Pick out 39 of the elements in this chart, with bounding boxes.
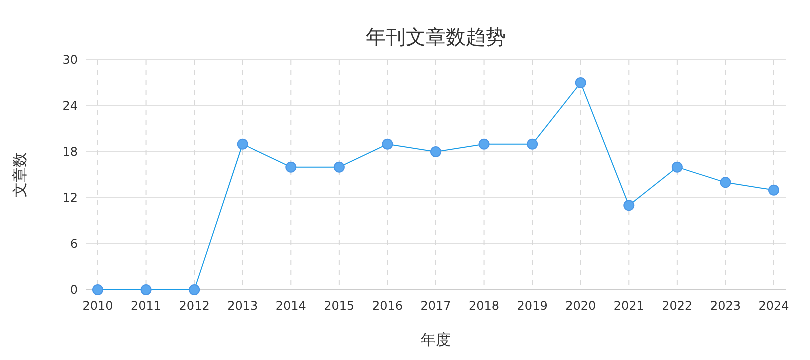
point [720, 177, 732, 188]
point [672, 162, 683, 173]
point [430, 146, 442, 158]
point [334, 162, 345, 173]
x-tick-label: 2010 [82, 299, 114, 313]
point [624, 200, 635, 212]
x-tick-label: 2020 [566, 299, 596, 313]
x-axis-title: 年度 [421, 331, 451, 349]
point [286, 162, 297, 173]
y-tick-label: 18 [62, 145, 78, 159]
y-tick-label: 12 [62, 191, 78, 205]
chart-title: 年刊文章数趋势 [366, 25, 506, 49]
y-tick-label: 24 [62, 99, 78, 113]
x-tick-label: 2011 [131, 299, 162, 313]
y-tick-label: 0 [70, 283, 78, 297]
point [575, 78, 586, 88]
point [478, 138, 490, 150]
x-tick-label: 2012 [179, 299, 210, 313]
x-tick-label: 2023 [710, 299, 741, 313]
x-tick-label: 2013 [228, 299, 258, 313]
point [92, 284, 104, 296]
y-tick-label: 6 [70, 237, 78, 251]
x-tick-label: 2019 [517, 299, 548, 313]
x-tick-label: 2017 [420, 299, 452, 313]
point [140, 284, 152, 296]
y-tick-label: 30 [62, 53, 78, 67]
point [768, 184, 780, 196]
x-tick-label: 2018 [469, 299, 500, 313]
point [189, 284, 200, 296]
y-axis-title: 文章数 [11, 152, 29, 198]
x-tick-label: 2015 [324, 299, 355, 313]
point [237, 138, 248, 150]
x-tick-label: 2024 [758, 299, 790, 313]
x-tick-label: 2014 [276, 299, 306, 313]
x-tick-label: 2021 [614, 299, 644, 313]
x-tick-label: 2022 [662, 299, 693, 313]
point [527, 138, 538, 150]
x-tick-label: 2016 [372, 299, 403, 313]
point [382, 138, 394, 150]
